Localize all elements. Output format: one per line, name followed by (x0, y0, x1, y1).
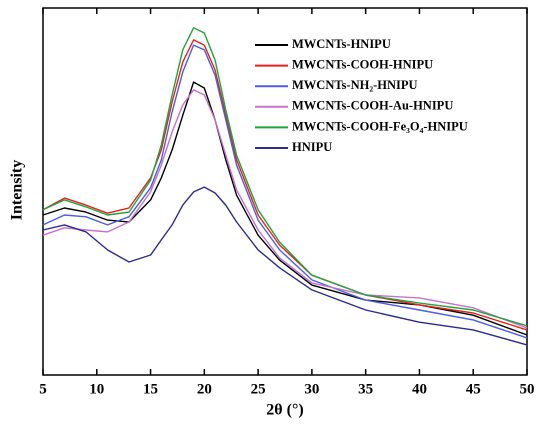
legend-label: MWCNTs-COOH-HNIPU (292, 57, 433, 71)
plot-frame (42, 7, 528, 376)
x-tick-label: 50 (520, 381, 535, 397)
x-tick-label: 30 (304, 381, 319, 397)
data-line (42, 81, 528, 336)
data-line (42, 27, 528, 327)
data-line (42, 186, 528, 346)
data-line (42, 89, 528, 329)
data-line (42, 39, 528, 331)
x-tick-label: 25 (251, 381, 266, 397)
x-tick-label: 45 (466, 381, 481, 397)
legend-label: MWCNTs-COOH-Au-HNIPU (292, 99, 453, 113)
x-tick-label: 40 (412, 381, 427, 397)
x-tick-label: 20 (197, 381, 212, 397)
x-axis-label: 2θ (°) (266, 402, 303, 419)
legend-label: MWCNTs-COOH-Fe₃O₄-HNIPU (292, 119, 468, 133)
legend-label: MWCNTs-HNIPU (292, 37, 391, 51)
x-tick-label: 5 (39, 381, 47, 397)
data-line (42, 44, 528, 339)
x-tick-label: 10 (89, 381, 104, 397)
legend-label: HNIPU (292, 140, 332, 154)
legend-label: MWCNTs-NH₂-HNIPU (292, 78, 418, 92)
x-tick-label: 35 (358, 381, 373, 397)
x-tick-label: 15 (143, 381, 158, 397)
y-axis-label: Intensity (9, 160, 26, 220)
